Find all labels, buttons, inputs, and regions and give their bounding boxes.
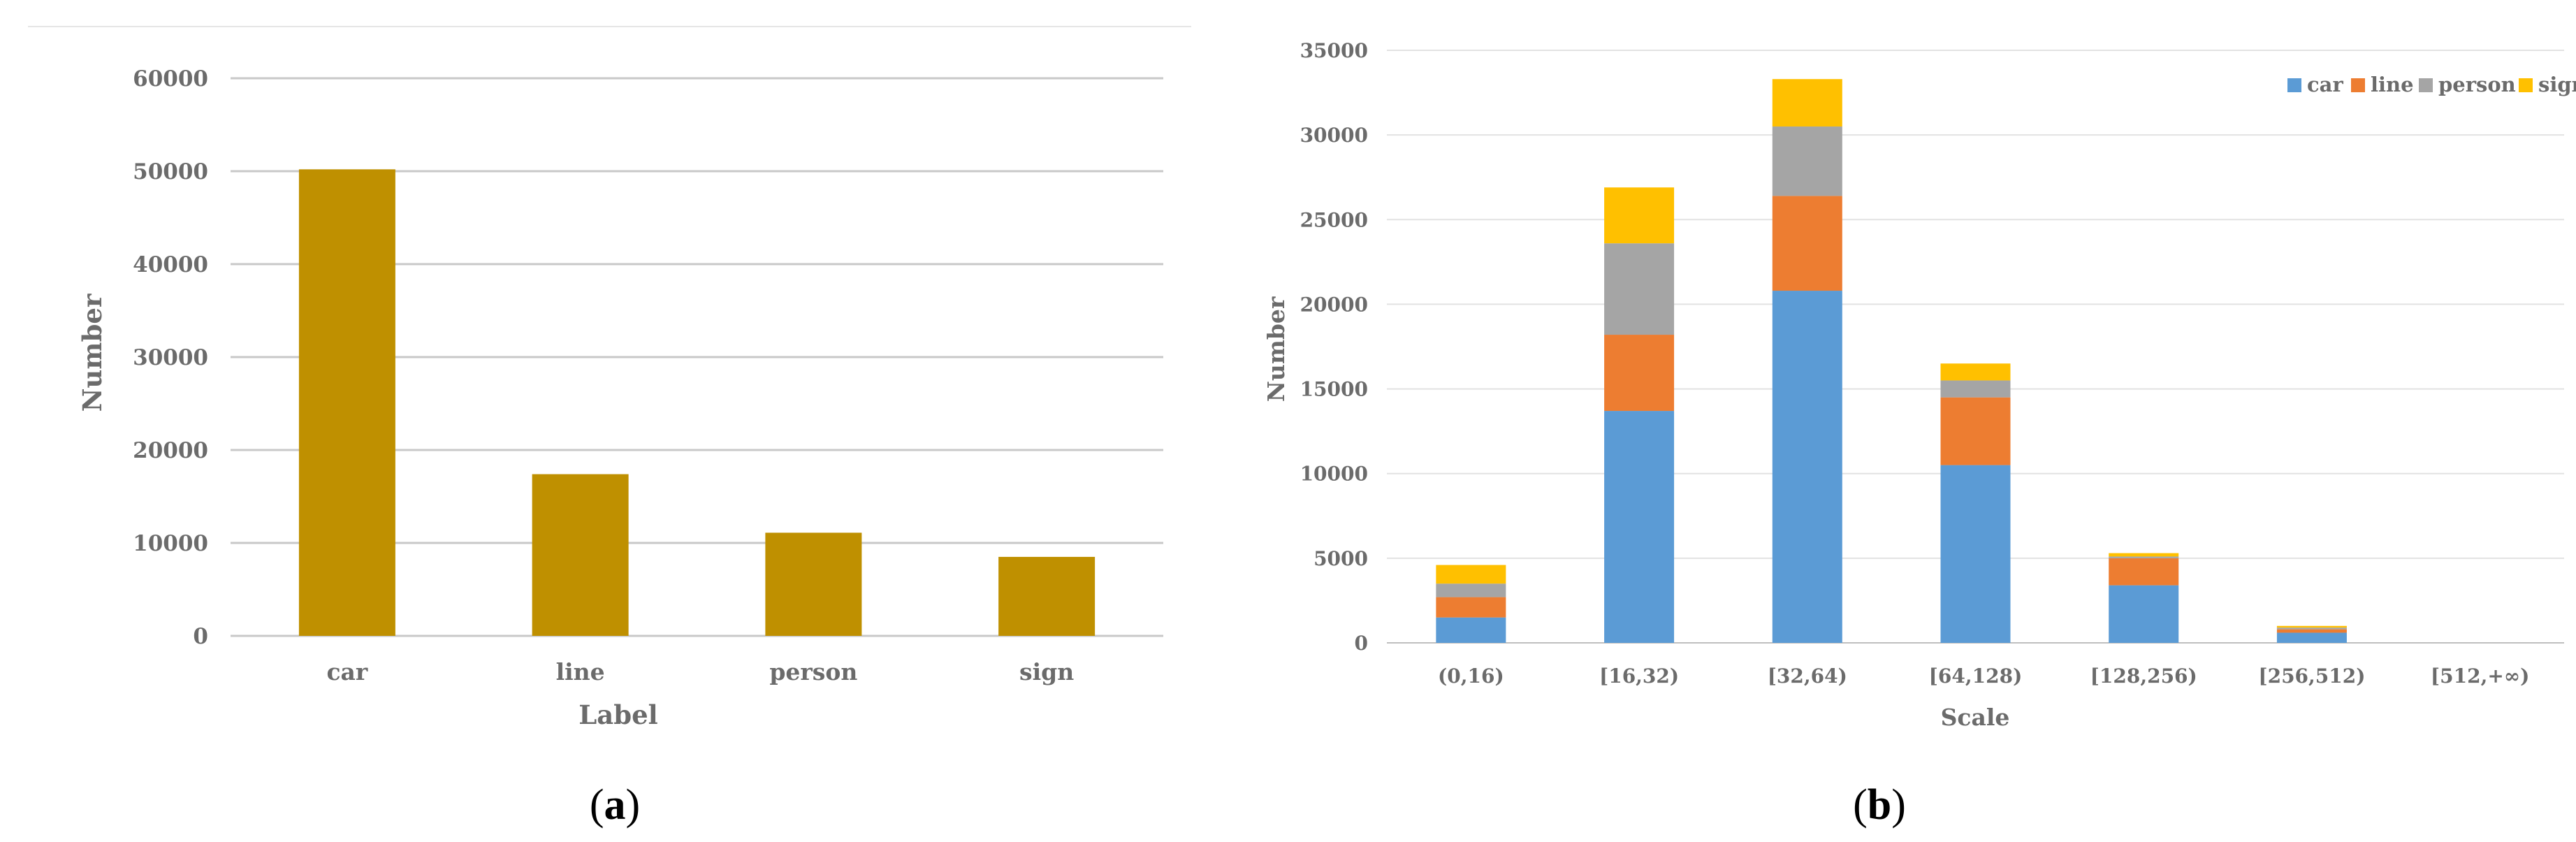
bar-car-3 — [1940, 465, 2011, 643]
x-tick-label: [256,512) — [2258, 665, 2365, 688]
y-axis-title: Number — [77, 293, 108, 412]
y-tick-label: 15000 — [1300, 378, 1368, 401]
panel-label-b: (b) — [1853, 781, 1906, 829]
y-tick-label: 20000 — [133, 438, 208, 463]
legend-swatch-sign — [2519, 78, 2533, 92]
x-tick-label: car — [326, 658, 368, 685]
chart-a: 0 10000 20000 30000 40000 50000 60000 car line pe… — [28, 26, 1191, 829]
x-tick-label: (0,16) — [1438, 665, 1504, 688]
bar-line-4 — [2109, 558, 2179, 586]
bar-person — [765, 532, 862, 636]
y-tick-label: 25000 — [1300, 208, 1368, 231]
bar-person-3 — [1940, 380, 2011, 398]
bar-person-5 — [2276, 627, 2347, 630]
x-tick-label: [32,64) — [1768, 665, 1847, 688]
legend-label: person — [2438, 73, 2516, 96]
y-tick-label: 0 — [193, 624, 208, 649]
bar-person-0 — [1436, 583, 1506, 597]
y-tick-label: 35000 — [1300, 39, 1368, 62]
bar-sign-4 — [2109, 553, 2179, 557]
legend-swatch-line — [2351, 78, 2365, 92]
y-tick-label: 0 — [1355, 632, 1368, 655]
y-tick-label: 30000 — [1300, 124, 1368, 147]
bar-sign-0 — [1436, 565, 1506, 584]
bar-sign-2 — [1772, 79, 1842, 127]
x-tick-label: [64,128) — [1929, 665, 2023, 688]
bar-person-4 — [2109, 556, 2179, 558]
y-tick-label: 20000 — [1300, 293, 1368, 316]
y-tick-label: 5000 — [1314, 547, 1368, 570]
y-tick-label: 10000 — [1300, 463, 1368, 486]
legend-label: line — [2371, 73, 2414, 96]
legend-label: car — [2307, 73, 2343, 96]
bar-car-2 — [1772, 291, 1842, 643]
y-tick-label: 30000 — [133, 345, 208, 370]
y-tick-label: 10000 — [133, 531, 208, 556]
x-axis-title: Scale — [1941, 704, 2010, 731]
bar-line — [532, 474, 629, 636]
y-axis-title: Number — [1262, 296, 1290, 402]
chart-b: 0 5000 10000 15000 20000 25000 30000 35000 (0,16… — [1262, 39, 2576, 829]
bar-line-2 — [1772, 196, 1842, 291]
bar-sign — [998, 556, 1096, 636]
bar-line-5 — [2276, 629, 2347, 633]
x-tick-label: [512,+∞) — [2431, 665, 2529, 688]
bar-person-2 — [1772, 126, 1842, 196]
bar-sign-3 — [1940, 363, 2011, 381]
x-axis-title: Label — [578, 699, 657, 730]
legend-swatch-person — [2419, 78, 2433, 92]
y-tick-label: 50000 — [133, 159, 208, 184]
x-tick-label: line — [556, 658, 605, 685]
bar-car-4 — [2109, 585, 2179, 643]
x-tick-label: person — [769, 658, 857, 685]
legend-label: sign — [2538, 73, 2576, 96]
panel-letter: a — [604, 781, 626, 829]
bar-line-0 — [1436, 597, 1506, 618]
x-tick-label: [16,32) — [1599, 665, 1679, 688]
bar-car-0 — [1436, 617, 1506, 643]
bar-car-1 — [1604, 411, 1675, 643]
x-tick-label: [128,256) — [2090, 665, 2197, 688]
legend-swatch-car — [2287, 78, 2301, 92]
bar-line-3 — [1940, 397, 2011, 465]
y-tick-label: 40000 — [133, 252, 208, 277]
panel-letter: b — [1868, 781, 1891, 829]
bar-car — [298, 169, 395, 637]
x-tick-label: sign — [1019, 658, 1074, 685]
bar-line-1 — [1604, 335, 1675, 412]
bar-sign-1 — [1604, 187, 1675, 244]
y-tick-label: 60000 — [133, 66, 208, 92]
panel-label-a: (a) — [590, 781, 640, 829]
bar-car-5 — [2276, 632, 2347, 643]
bar-person-1 — [1604, 243, 1675, 335]
bar-sign-5 — [2276, 625, 2347, 628]
